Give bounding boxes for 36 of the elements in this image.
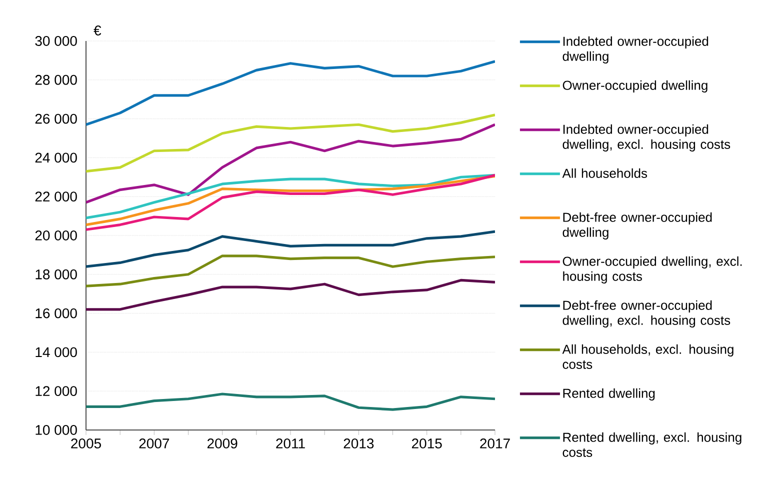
legend-label: Owner-occupied dwelling	[562, 80, 708, 93]
legend-label: Indebted owner-occupied dwelling, excl. housing costs	[562, 124, 730, 152]
line-series	[86, 114, 496, 173]
x-tick-label: 2009	[207, 438, 238, 448]
x-tick-label: 2015	[412, 438, 442, 448]
legend-label: All households, excl. housing costs	[562, 344, 734, 369]
y-tick-label: 28 000	[35, 74, 77, 85]
y-axis-title: €	[94, 26, 102, 36]
legend-label: Rented dwelling	[563, 388, 655, 401]
line-series	[86, 60, 496, 126]
y-tick-label: 22 000	[35, 192, 77, 202]
y-tick-label: 26 000	[35, 114, 77, 124]
legend-label: All households	[562, 168, 648, 178]
x-tick-label: 2013	[344, 438, 374, 448]
line-series	[86, 174, 496, 220]
y-tick-label: 16 000	[36, 308, 77, 318]
y-tick-label: 24 000	[35, 152, 77, 163]
legend-label: Rented dwelling, excl. housing costs	[562, 432, 742, 457]
x-tick-label: 2007	[139, 438, 170, 448]
line-series	[86, 123, 496, 204]
y-tick-label: 18 000	[36, 269, 77, 280]
line-series	[86, 278, 496, 311]
x-tick-label: 2005	[71, 438, 101, 448]
legend-label: Owner-occupied dwelling, excl. housing costs	[562, 256, 742, 284]
y-tick-label: 12 000	[36, 386, 77, 396]
legend-label: Debt-free owner-occupied dwelling	[562, 212, 712, 240]
x-tick-label: 2017	[480, 438, 510, 448]
x-tick-label: 2011	[276, 438, 305, 448]
line-series	[86, 254, 496, 288]
y-tick-label: 20 000	[35, 230, 77, 240]
line-series	[86, 392, 496, 411]
legend-label: Debt-free owner-occupied dwelling, excl. housing costs	[562, 300, 730, 328]
y-tick-label: 30 000	[35, 36, 77, 46]
y-tick-label: 14 000	[36, 347, 77, 358]
y-tick-label: 10 000	[36, 425, 77, 435]
legend-label: Indebted owner-occupied dwelling	[562, 36, 708, 64]
